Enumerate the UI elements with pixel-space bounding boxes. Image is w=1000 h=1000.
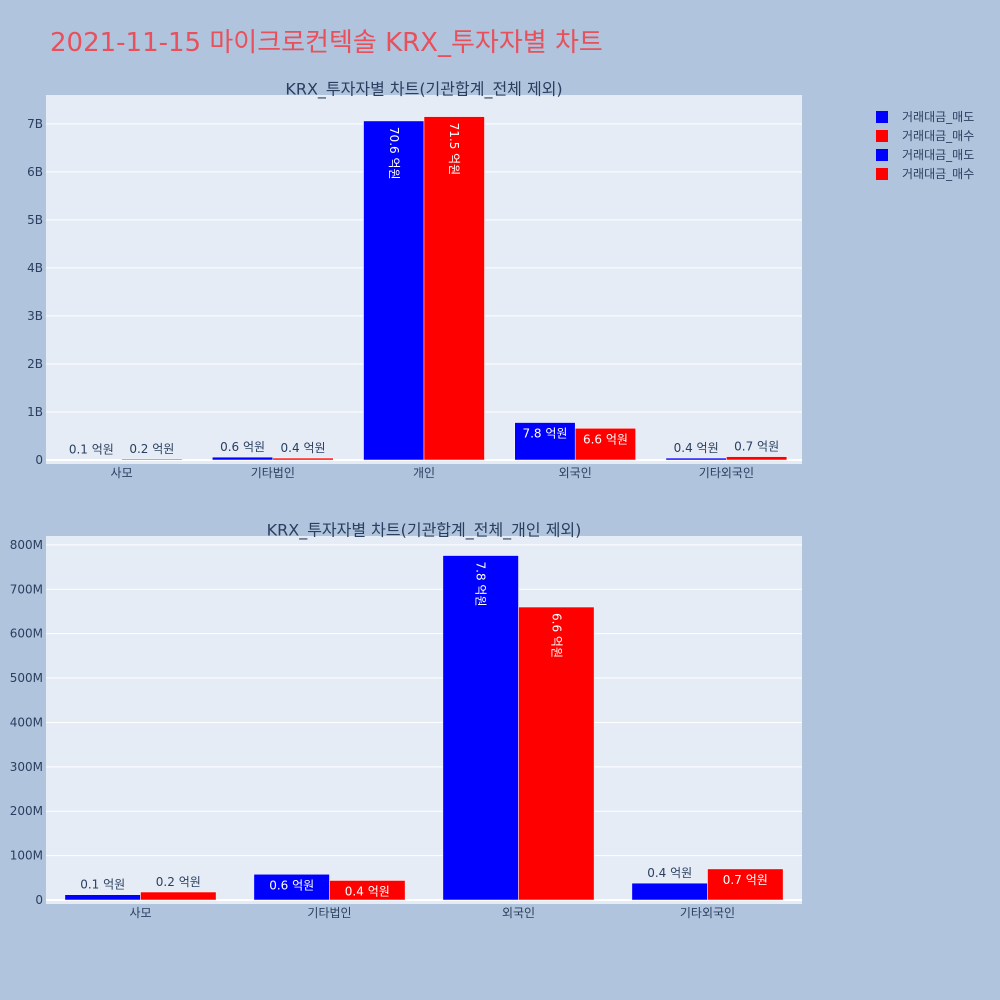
- bar-sell: [631, 882, 708, 901]
- data-label: 0.2 억원: [156, 875, 201, 889]
- data-label: 6.6 억원: [549, 613, 563, 658]
- bar-sell: [665, 457, 727, 461]
- bar-buy: [726, 456, 788, 461]
- bar-buy: [707, 868, 784, 901]
- chart-title: KRX_투자자별 차트(기관합계_전체 제외): [285, 80, 562, 100]
- bar-sell: [212, 456, 274, 461]
- data-label: 0.1 억원: [80, 878, 125, 892]
- bar-buy: [423, 116, 485, 461]
- y-tick-label: 4B: [27, 261, 43, 275]
- data-label: 70.6 억원: [387, 127, 401, 180]
- y-tick-label: 2B: [27, 357, 43, 371]
- page-title: 2021-11-15 마이크로컨텍솔 KRX_투자자별 차트: [50, 28, 603, 58]
- legend: 거래대금_매도 거래대금_매수 거래대금_매도 거래대금_매수: [876, 107, 974, 183]
- bar-sell: [363, 120, 425, 461]
- legend-swatch: [876, 110, 888, 123]
- y-tick-label: 3B: [27, 309, 43, 323]
- y-tick-label: 1B: [27, 405, 43, 419]
- legend-item[interactable]: 거래대금_매도: [876, 107, 974, 126]
- data-label: 71.5 억원: [447, 123, 461, 176]
- chart-panel-2: 0 100M 200M 300M 400M 500M 600M 700M 800M KRX_투자자…: [10, 521, 802, 920]
- bar-buy: [140, 891, 217, 901]
- bar-buy: [518, 606, 595, 901]
- bar-buy: [329, 880, 406, 901]
- legend-swatch: [876, 148, 888, 161]
- y-tick-label: 6B: [27, 165, 43, 179]
- data-label: 7.8 억원: [522, 427, 567, 441]
- chart-title: KRX_투자자별 차트(기관합계_전체_개인 제외): [267, 521, 582, 541]
- x-tick-label: 기타법인: [251, 466, 295, 480]
- y-tick-label: 400M: [10, 715, 43, 729]
- bar-buy: [574, 428, 636, 461]
- data-label: 0.6 억원: [220, 440, 265, 454]
- x-tick-label: 개인: [413, 466, 435, 480]
- data-label: 0.7 억원: [734, 440, 779, 454]
- y-tick-label: 200M: [10, 804, 43, 818]
- bar-sell: [60, 459, 122, 461]
- x-tick-label: 기타외국인: [680, 906, 735, 920]
- y-tick-label: 800M: [10, 538, 43, 552]
- data-label: 0.7 억원: [723, 873, 768, 887]
- data-label: 0.2 억원: [129, 442, 174, 456]
- data-label: 0.4 억원: [281, 441, 326, 455]
- y-tick-label: 100M: [10, 849, 43, 863]
- legend-item[interactable]: 거래대금_매수: [876, 164, 974, 183]
- y-tick-label: 700M: [10, 582, 43, 596]
- y-tick-label: 600M: [10, 627, 43, 641]
- bar-buy: [121, 458, 183, 461]
- y-tick-label: 500M: [10, 671, 43, 685]
- data-label: 0.4 억원: [345, 884, 390, 898]
- data-label: 0.6 억원: [269, 878, 314, 892]
- y-tick-label: 0: [35, 453, 43, 467]
- legend-item[interactable]: 거래대금_매도: [876, 145, 974, 164]
- bar-buy: [272, 457, 334, 461]
- data-label: 0.1 억원: [69, 443, 114, 457]
- data-label: 7.8 억원: [474, 562, 488, 607]
- bar-sell: [253, 874, 330, 901]
- legend-swatch: [876, 167, 888, 180]
- y-tick-label: 300M: [10, 760, 43, 774]
- x-tick-label: 사모: [129, 906, 151, 920]
- legend-label: 거래대금_매도: [902, 148, 975, 162]
- data-label: 6.6 억원: [583, 432, 628, 446]
- legend-label: 거래대금_매수: [902, 167, 975, 181]
- x-tick-label: 사모: [111, 466, 133, 480]
- legend-swatch: [876, 129, 888, 142]
- bar-sell: [514, 422, 576, 461]
- legend-item[interactable]: 거래대금_매수: [876, 126, 974, 145]
- data-label: 0.4 억원: [647, 866, 692, 880]
- y-tick-label: 5B: [27, 213, 43, 227]
- y-tick-label: 7B: [27, 117, 43, 131]
- y-tick-label: 0: [35, 893, 43, 907]
- legend-label: 거래대금_매수: [902, 129, 975, 143]
- legend-label: 거래대금_매도: [902, 110, 975, 124]
- x-tick-label: 외국인: [502, 906, 535, 920]
- bar-sell: [64, 894, 141, 901]
- chart-panel-1: 0 1B 2B 3B 4B 5B 6B 7B KRX_투자자별 차트(기관합계_전체 제외) 사모…: [27, 80, 802, 480]
- x-tick-label: 기타법인: [307, 906, 351, 920]
- data-label: 0.4 억원: [674, 441, 719, 455]
- x-tick-label: 외국인: [559, 466, 592, 480]
- plot-area: [46, 536, 802, 904]
- x-tick-label: 기타외국인: [699, 466, 754, 480]
- bar-sell: [442, 555, 519, 901]
